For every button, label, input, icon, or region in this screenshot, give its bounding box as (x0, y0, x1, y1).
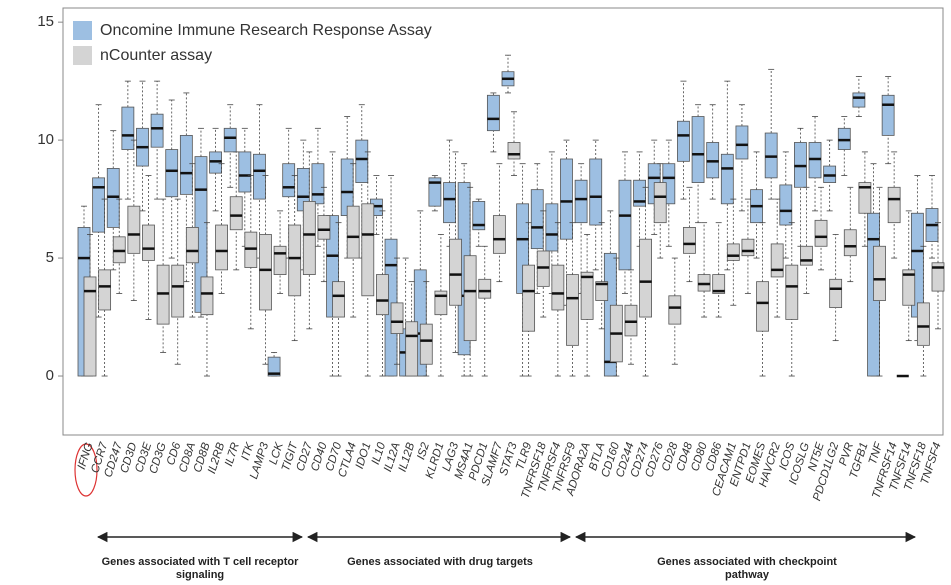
y-tick-label: 15 (37, 13, 54, 30)
box (486, 94, 500, 132)
box (311, 163, 325, 205)
box (171, 264, 185, 318)
legend-swatch (73, 21, 92, 40)
box (419, 323, 433, 365)
box (560, 158, 573, 240)
box (858, 182, 872, 214)
box (127, 205, 141, 254)
box (931, 262, 945, 292)
box (273, 245, 287, 275)
box (259, 234, 272, 311)
box (267, 356, 281, 377)
box (566, 274, 579, 346)
box (580, 271, 594, 320)
box (179, 134, 193, 195)
box (223, 127, 237, 153)
box (302, 201, 316, 275)
box (639, 238, 652, 318)
box (83, 276, 97, 377)
legend-label: Oncomine Immune Research Response Assay (100, 22, 432, 39)
box (677, 120, 690, 162)
x-tick-label: ITK (240, 440, 257, 462)
box (618, 179, 632, 271)
box (756, 281, 769, 332)
group-label: Genes associated with T cell receptor si… (101, 556, 299, 581)
box (683, 226, 696, 254)
box (200, 276, 214, 316)
box (902, 269, 916, 306)
box (472, 201, 486, 231)
box (238, 151, 252, 193)
y-tick-label: 5 (46, 249, 54, 266)
box (712, 274, 726, 294)
box (741, 238, 755, 257)
box (449, 238, 462, 306)
box (735, 125, 749, 160)
box (726, 243, 740, 261)
box (492, 215, 506, 254)
box (691, 116, 705, 183)
x-tick-label: IS2 (415, 441, 432, 462)
box (361, 203, 375, 297)
box (463, 255, 477, 342)
box (507, 142, 521, 160)
box (150, 113, 164, 148)
box (551, 264, 565, 311)
box (887, 186, 901, 224)
y-tick-label: 10 (37, 131, 54, 148)
box (229, 196, 243, 231)
box (829, 278, 843, 309)
box (770, 243, 784, 278)
plot-frame (62, 7, 944, 436)
box (253, 153, 266, 200)
box (881, 94, 895, 136)
box (800, 245, 813, 266)
box (779, 184, 793, 226)
box (282, 163, 296, 198)
group-label: Genes associated with drug targets (347, 556, 533, 568)
box (165, 149, 179, 198)
box (346, 205, 360, 259)
box (668, 295, 682, 325)
box (785, 264, 799, 320)
box (653, 182, 667, 224)
box (92, 177, 106, 233)
box (390, 302, 404, 334)
box (852, 92, 866, 108)
box (595, 281, 609, 301)
box (843, 229, 857, 257)
box (121, 106, 135, 150)
box (574, 179, 588, 224)
box (215, 224, 228, 271)
box (720, 153, 734, 205)
box (873, 245, 886, 301)
box (589, 158, 603, 226)
box (332, 281, 345, 318)
box (405, 321, 419, 377)
box (916, 302, 930, 346)
box (288, 224, 302, 297)
legend-label: nCounter assay (100, 47, 212, 64)
box (317, 215, 331, 240)
box (428, 177, 442, 207)
box (478, 278, 492, 299)
box (142, 224, 155, 261)
box (376, 274, 389, 316)
legend-swatch (73, 46, 92, 65)
highlight-circle (74, 443, 98, 497)
box (185, 226, 199, 264)
box (814, 219, 828, 247)
box (633, 179, 646, 207)
box (545, 203, 559, 252)
y-tick-label: 0 (46, 367, 54, 384)
group-label: Genes associated with checkpoint pathway (657, 556, 837, 581)
box (443, 182, 456, 224)
box (98, 269, 112, 311)
box (530, 189, 544, 250)
box (355, 139, 369, 183)
box (522, 264, 536, 332)
